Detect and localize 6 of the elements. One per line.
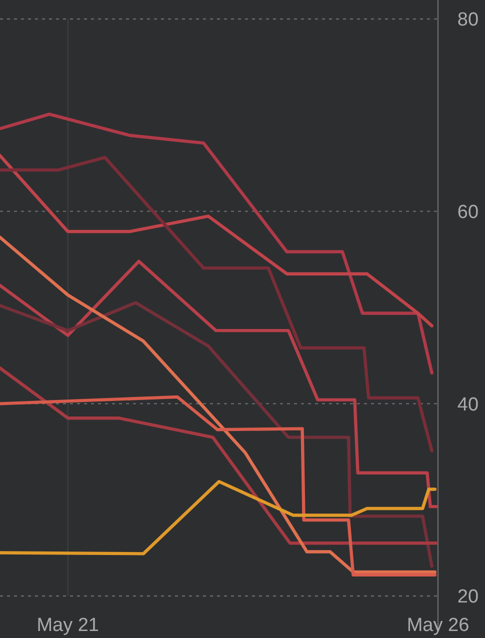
x-tick-label: May 21	[36, 615, 100, 636]
y-tick-label: 20	[457, 586, 479, 608]
y-tick-label: 60	[457, 202, 479, 223]
y-tick-label: 80	[457, 10, 479, 31]
x-tick-label: May 26	[406, 615, 470, 636]
y-tick-label: 40	[457, 394, 479, 416]
